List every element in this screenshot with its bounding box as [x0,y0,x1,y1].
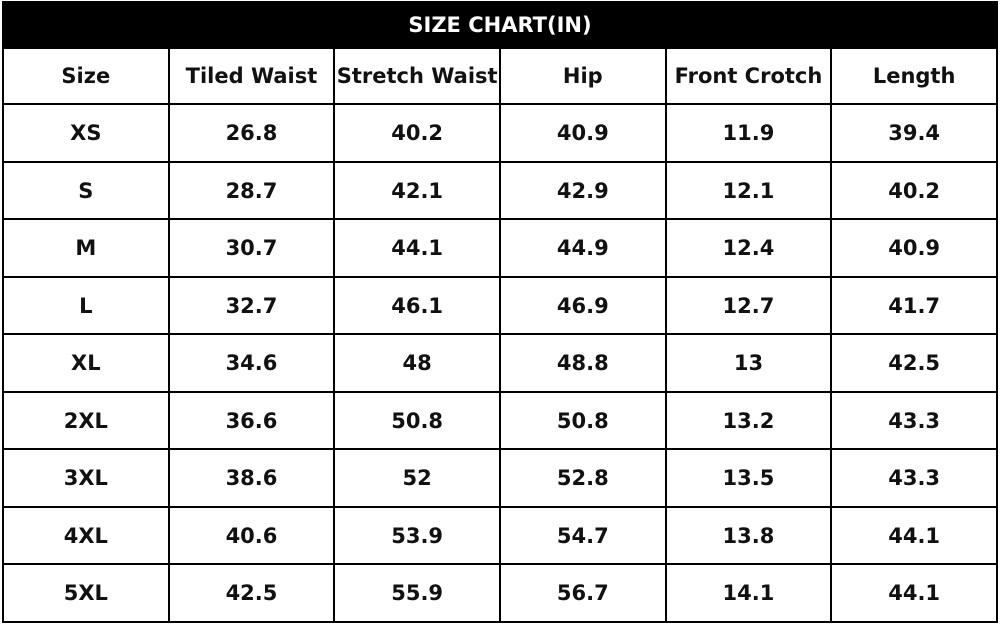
measure-cell: 12.1 [664,160,833,221]
measure-cell: 56.7 [498,563,667,623]
measure-cell: 36.6 [167,390,336,451]
measure-cell: 39.4 [830,103,998,163]
measure-cell: 53.9 [333,505,501,566]
measure-cell: 48 [333,333,501,393]
measure-cell: 13.2 [664,390,833,451]
measure-cell: 42.1 [333,160,501,221]
size-cell: XS [2,103,170,163]
size-cell: S [2,160,170,221]
measure-cell: 34.6 [167,333,336,393]
measure-cell: 11.9 [664,103,833,163]
measure-cell: 55.9 [333,563,501,623]
data-row: XS 26.8 40.2 40.9 11.9 39.4 [2,103,998,163]
measure-cell: 43.3 [830,448,998,508]
measure-cell: 54.7 [498,505,667,566]
measure-cell: 52.8 [498,448,667,508]
column-header: Tiled Waist [167,46,336,106]
measure-cell: 42.5 [830,333,998,393]
size-cell: L [2,275,170,336]
measure-cell: 13 [664,333,833,393]
column-header: Length [830,46,998,106]
title-row: SIZE CHART(IN) [2,1,998,49]
measure-cell: 50.8 [333,390,501,451]
data-row: S 28.7 42.1 42.9 12.1 40.2 [2,160,998,221]
table-title: SIZE CHART(IN) [2,1,998,49]
measure-cell: 32.7 [167,275,336,336]
measure-cell: 42.5 [167,563,336,623]
size-cell: M [2,218,170,278]
data-row: 4XL 40.6 53.9 54.7 13.8 44.1 [2,505,998,566]
measure-cell: 44.1 [333,218,501,278]
measure-cell: 50.8 [498,390,667,451]
measure-cell: 38.6 [167,448,336,508]
measure-cell: 46.9 [498,275,667,336]
column-header: Size [2,46,170,106]
measure-cell: 44.1 [830,563,998,623]
size-cell: 2XL [2,390,170,451]
size-cell: 4XL [2,505,170,566]
size-cell: XL [2,333,170,393]
measure-cell: 44.1 [830,505,998,566]
size-cell: 3XL [2,448,170,508]
column-header: Stretch Waist [333,46,501,106]
data-row: 2XL 36.6 50.8 50.8 13.2 43.3 [2,390,998,451]
measure-cell: 13.8 [664,505,833,566]
size-cell: 5XL [2,563,170,623]
data-row: XL 34.6 48 48.8 13 42.5 [2,333,998,393]
column-header: Hip [498,46,667,106]
measure-cell: 46.1 [333,275,501,336]
data-row: M 30.7 44.1 44.9 12.4 40.9 [2,218,998,278]
measure-cell: 12.4 [664,218,833,278]
measure-cell: 48.8 [498,333,667,393]
measure-cell: 44.9 [498,218,667,278]
measure-cell: 40.2 [333,103,501,163]
measure-cell: 41.7 [830,275,998,336]
measure-cell: 52 [333,448,501,508]
measure-cell: 40.9 [498,103,667,163]
measure-cell: 26.8 [167,103,336,163]
measure-cell: 43.3 [830,390,998,451]
measure-cell: 40.6 [167,505,336,566]
data-row: 3XL 38.6 52 52.8 13.5 43.3 [2,448,998,508]
measure-cell: 12.7 [664,275,833,336]
column-header: Front Crotch [664,46,833,106]
measure-cell: 14.1 [664,563,833,623]
data-row: 5XL 42.5 55.9 56.7 14.1 44.1 [2,563,998,623]
measure-cell: 28.7 [167,160,336,221]
measure-cell: 30.7 [167,218,336,278]
measure-cell: 42.9 [498,160,667,221]
measure-cell: 40.2 [830,160,998,221]
table-body: Size Tiled Waist Stretch Waist Hip Front Cro… [2,46,998,623]
data-row: L 32.7 46.1 46.9 12.7 41.7 [2,275,998,336]
header-row: Size Tiled Waist Stretch Waist Hip Front Cro… [2,46,998,106]
table-head: SIZE CHART(IN) [2,1,998,49]
measure-cell: 13.5 [664,448,833,508]
measure-cell: 40.9 [830,218,998,278]
